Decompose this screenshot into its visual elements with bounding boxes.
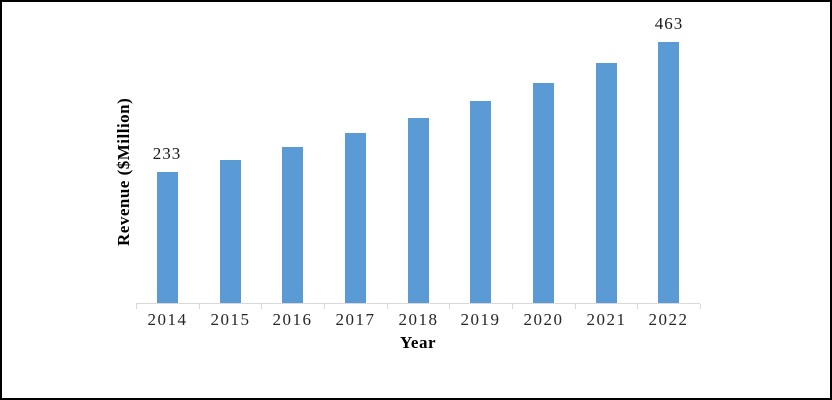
bar-2019 [470,101,491,303]
bar-2015 [220,160,241,303]
x-axis-tick [199,304,200,309]
x-axis-line [136,303,700,304]
x-tick-label-2018: 2018 [398,310,439,329]
x-tick-label-2015: 2015 [210,310,251,329]
bar-2018 [408,118,429,303]
data-label-2014: 233 [152,144,182,163]
bar-2021 [596,63,617,303]
x-tick-label-2019: 2019 [460,310,501,329]
x-axis-tick [324,304,325,309]
x-axis-title: Year [400,333,436,352]
bar-2022 [658,42,679,303]
x-tick-label-2022: 2022 [648,310,689,329]
x-tick-label-2016: 2016 [272,310,313,329]
bar-2016 [282,147,303,303]
x-tick-label-2014: 2014 [147,310,188,329]
x-axis-tick [136,304,137,309]
x-tick-label-2020: 2020 [523,310,564,329]
x-axis-tick [449,304,450,309]
x-axis-tick [637,304,638,309]
bar-2017 [345,133,366,303]
x-tick-label-2021: 2021 [586,310,627,329]
data-label-2022: 463 [654,14,684,33]
x-axis-tick [512,304,513,309]
bar-2014 [157,172,178,303]
x-tick-label-2017: 2017 [335,310,376,329]
x-axis-tick [700,304,701,309]
bar-2020 [533,83,554,303]
x-axis-tick [261,304,262,309]
x-axis-tick [575,304,576,309]
x-axis-tick [387,304,388,309]
